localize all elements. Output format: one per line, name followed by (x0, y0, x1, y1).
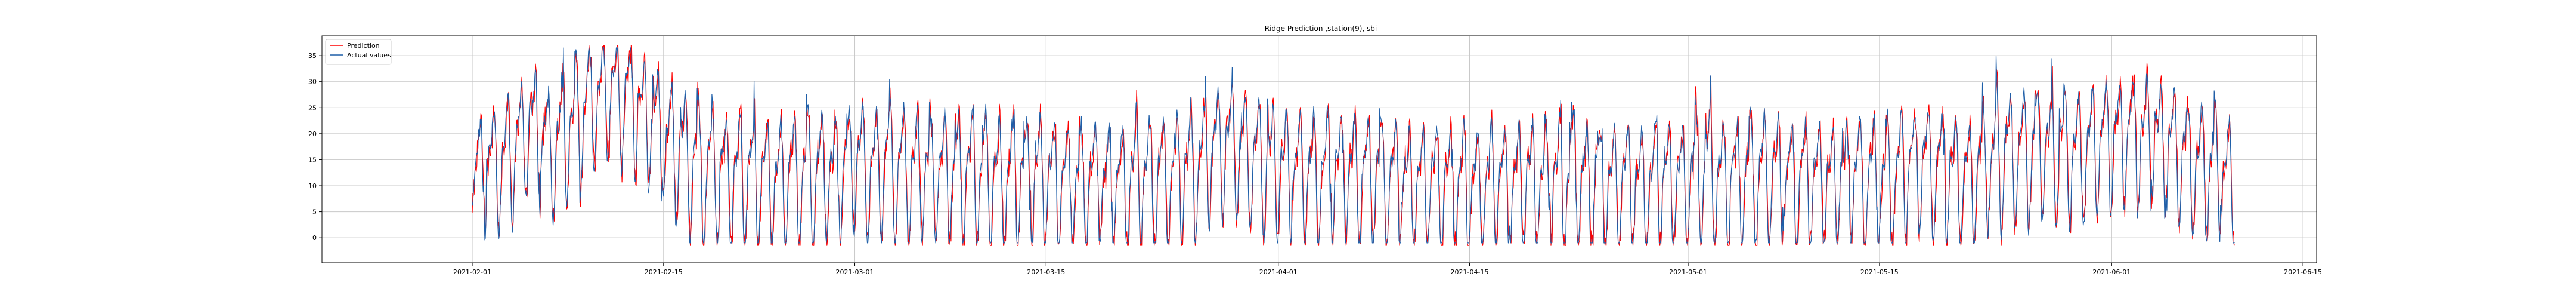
x-tick-label: 2021-06-15 (2284, 268, 2322, 276)
plot-background (322, 36, 2317, 263)
x-tick-label: 2021-02-15 (645, 268, 683, 276)
y-tick-label: 20 (308, 130, 317, 138)
y-tick-label: 30 (308, 78, 317, 86)
legend-label: Actual values (347, 51, 391, 59)
legend-label: Prediction (347, 42, 380, 50)
y-tick-label: 25 (308, 104, 317, 112)
series-line-actual-values (472, 47, 2235, 244)
chart-title: Ridge Prediction ,station(9), sbi (1265, 24, 1377, 33)
x-tick-label: 2021-05-15 (1860, 268, 1899, 276)
x-tick-label: 2021-04-15 (1451, 268, 1489, 276)
plot-frame (321, 35, 2317, 263)
x-tick-label: 2021-04-01 (1259, 268, 1298, 276)
x-tick-label: 2021-03-15 (1027, 268, 1065, 276)
y-tick-label: 5 (312, 208, 317, 216)
y-tick-label: 15 (308, 156, 317, 164)
y-tick-label: 35 (308, 52, 317, 60)
x-tick-label: 2021-05-01 (1669, 268, 1707, 276)
x-tick-label: 2021-06-01 (2092, 268, 2131, 276)
y-tick-label: 10 (308, 182, 317, 190)
x-tick-label: 2021-03-01 (836, 268, 874, 276)
plot-area: 0 5 10 15 20 25 30 35 2021-02-01 2021-02-15 2021-0… (308, 35, 2322, 276)
y-tick-label: 0 (312, 234, 317, 242)
x-tick-label: 2021-02-01 (453, 268, 491, 276)
